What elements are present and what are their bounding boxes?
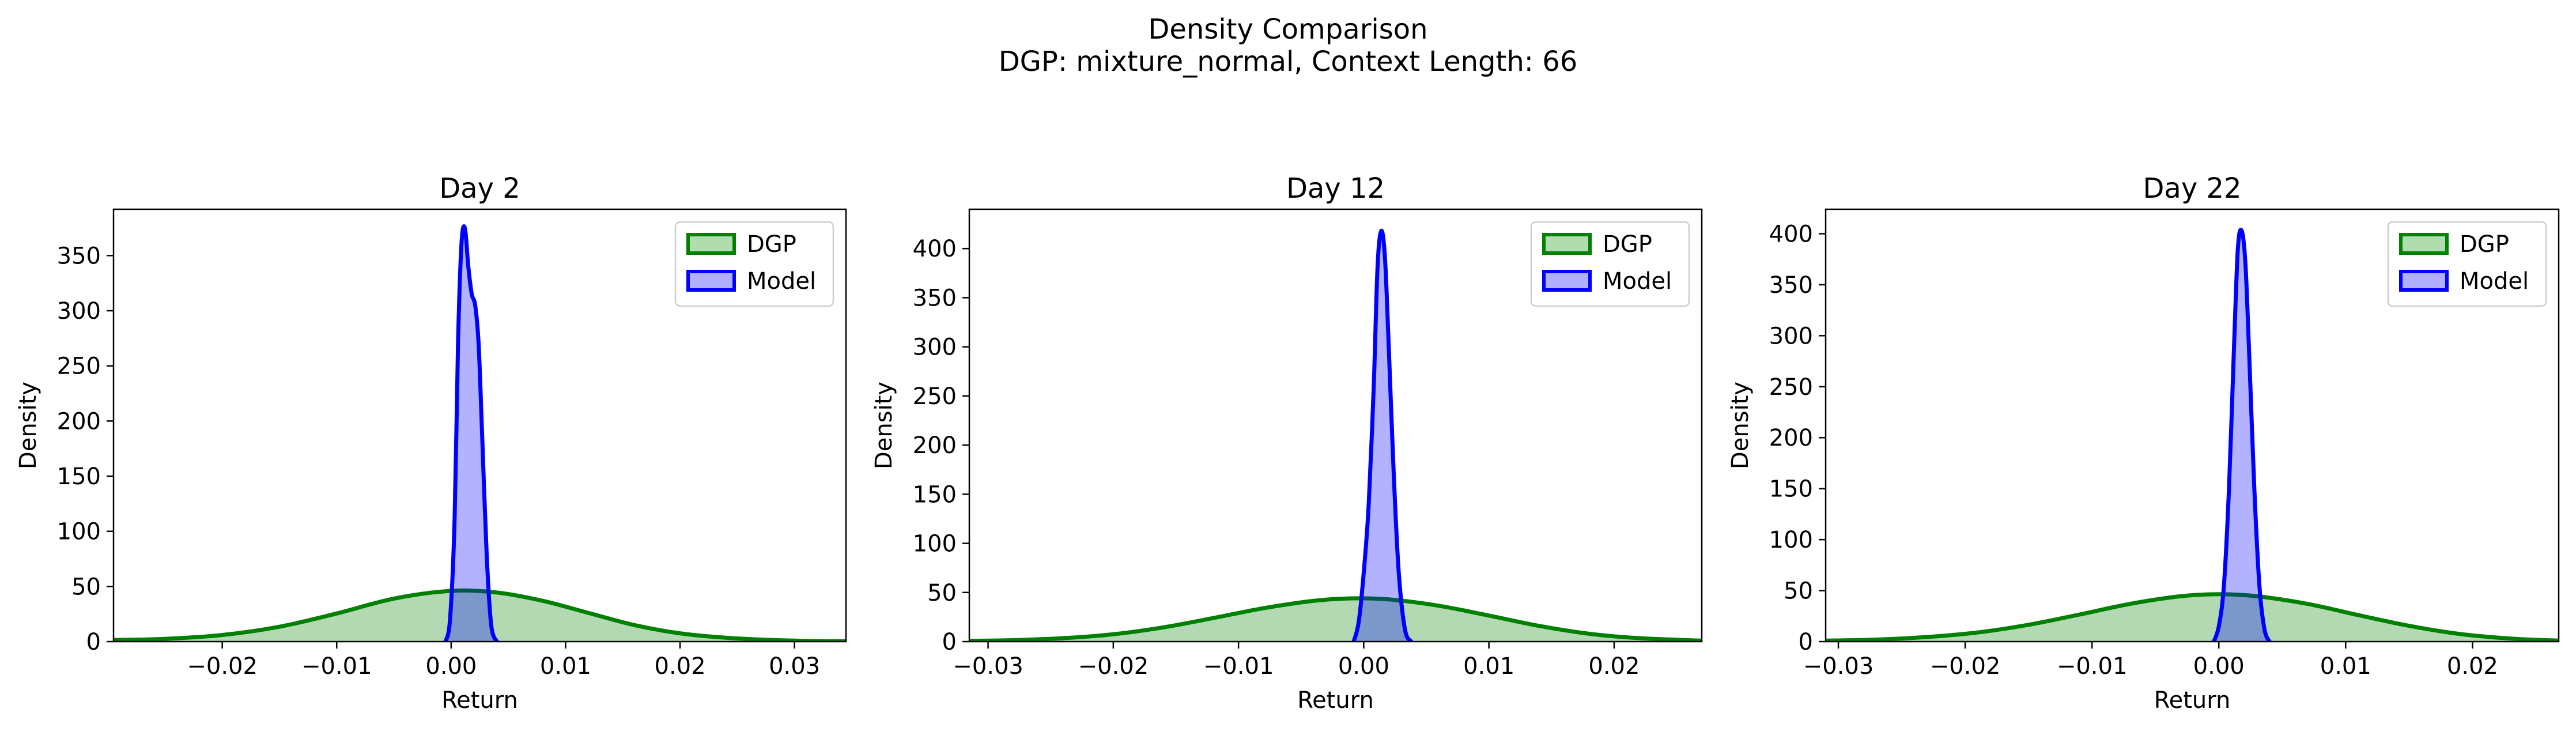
- x-tick-label: 0.00: [1338, 653, 1389, 680]
- x-tick-label: 0.01: [2320, 653, 2371, 680]
- y-axis-label: Density: [15, 382, 41, 469]
- y-tick-label: 0: [86, 629, 101, 655]
- y-tick-label: 50: [71, 574, 101, 600]
- dgp-legend-swatch: [2399, 233, 2449, 255]
- y-tick-label: 350: [913, 285, 957, 311]
- y-tick-label: 100: [57, 519, 101, 545]
- x-tick-label: −0.02: [1078, 653, 1149, 680]
- x-tick-label: 0.00: [2193, 653, 2245, 680]
- chart-panel-2: Day 12 −0.03 −0.02 −0.01 0.00 0.01 0.02 0 50 100 1…: [871, 172, 1703, 714]
- dgp-density-line: [969, 596, 1702, 642]
- model-density-line: [443, 224, 499, 642]
- legend: DGP Model: [1530, 221, 1690, 307]
- chart-panel-1: Day 2 −0.02 −0.01 0.00 0.01 0.02 0.03 0 50 100 150…: [15, 172, 847, 714]
- model-legend-label: Model: [1603, 268, 1672, 295]
- y-axis-label: Density: [871, 382, 897, 469]
- plot-frame: [112, 208, 847, 643]
- legend: DGP Model: [674, 221, 834, 307]
- y-tick-label: 150: [57, 463, 101, 490]
- model-density-line: [2211, 228, 2272, 642]
- y-tick-label: 0: [942, 629, 957, 655]
- y-tick-label: 200: [913, 432, 957, 459]
- model-legend-label: Model: [747, 268, 816, 295]
- y-tick-label: 400: [913, 236, 957, 262]
- y-tick-label: 50: [1784, 578, 1813, 605]
- x-tick-label: −0.02: [1930, 653, 2001, 680]
- plot-area: [969, 228, 1702, 642]
- y-tick-label: 250: [1769, 374, 1813, 401]
- plot-area: [114, 224, 846, 642]
- model-legend-swatch: [1542, 270, 1592, 292]
- dgp-legend-label: DGP: [747, 231, 796, 258]
- x-tick-label: 0.01: [540, 653, 591, 680]
- y-tick-label: 100: [913, 531, 957, 557]
- dgp-legend-label: DGP: [1603, 231, 1652, 258]
- dgp-legend-swatch: [1542, 233, 1592, 255]
- model-legend-label: Model: [2460, 268, 2529, 295]
- y-tick-label: 200: [57, 408, 101, 435]
- plot-frame: [1825, 208, 2560, 643]
- y-tick-label: 150: [913, 481, 957, 508]
- x-tick-label: 0.02: [1588, 653, 1640, 680]
- x-tick-label: 0.03: [769, 653, 820, 680]
- y-tick-label: 50: [927, 580, 957, 606]
- y-tick-label: 400: [1769, 221, 1813, 247]
- figure-suptitle: Density Comparison: [1148, 13, 1428, 46]
- x-tick-label: −0.02: [187, 653, 258, 680]
- x-tick-label: 0.00: [425, 653, 477, 680]
- dgp-legend-label: DGP: [2460, 231, 2509, 258]
- model-legend-swatch: [2399, 270, 2449, 292]
- dgp-density-line: [114, 588, 846, 642]
- chart-title: Day 12: [1286, 172, 1385, 205]
- x-tick-label: 0.02: [2447, 653, 2498, 680]
- plot-frame: [968, 208, 1703, 643]
- legend: DGP Model: [2387, 221, 2547, 307]
- model-legend-swatch: [686, 270, 736, 292]
- y-tick-label: 250: [57, 353, 101, 380]
- y-tick-label: 200: [1769, 425, 1813, 451]
- x-axis-label: Return: [1297, 687, 1374, 714]
- x-tick-label: −0.03: [953, 653, 1023, 680]
- chart-title: Day 2: [439, 172, 520, 205]
- y-tick-label: 0: [1799, 629, 1813, 655]
- figure-subtitle: DGP: mixture_normal, Context Length: 66: [998, 46, 1578, 78]
- y-tick-label: 150: [1769, 476, 1813, 503]
- y-tick-label: 350: [57, 243, 101, 269]
- y-axis-label: Density: [1727, 382, 1754, 469]
- x-tick-label: 0.01: [1463, 653, 1514, 680]
- dgp-density-line: [1826, 592, 2559, 642]
- y-tick-label: 300: [913, 334, 957, 361]
- chart-title: Day 22: [2143, 172, 2241, 205]
- x-tick-label: −0.01: [1203, 653, 1274, 680]
- y-tick-label: 300: [1769, 323, 1813, 349]
- x-tick-label: −0.03: [1803, 653, 1874, 680]
- y-tick-label: 250: [913, 383, 957, 410]
- model-density-fill: [2214, 229, 2270, 642]
- x-tick-label: 0.02: [655, 653, 706, 680]
- dgp-density-fill: [114, 590, 846, 642]
- chart-panel-3: Day 22 −0.03 −0.02 −0.01 0.00 0.01 0.02 0 50 100 1…: [1727, 172, 2560, 714]
- x-tick-label: −0.01: [2057, 653, 2128, 680]
- plot-area: [1826, 228, 2559, 642]
- y-tick-label: 350: [1769, 272, 1813, 299]
- x-axis-label: Return: [2154, 687, 2231, 714]
- dgp-legend-swatch: [686, 233, 736, 255]
- y-tick-label: 300: [57, 298, 101, 325]
- x-axis-label: Return: [441, 687, 518, 714]
- y-tick-label: 100: [1769, 527, 1813, 553]
- model-density-line: [1351, 228, 1414, 642]
- x-tick-label: −0.01: [301, 653, 372, 680]
